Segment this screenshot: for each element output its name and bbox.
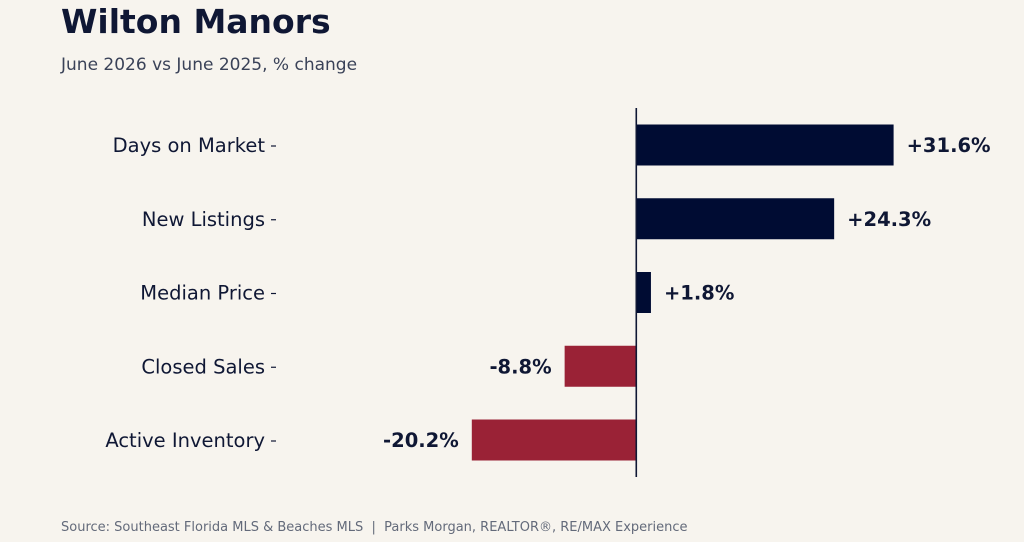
- value-label-active-inventory: -20.2%: [383, 429, 459, 452]
- bar-days-on-market: [636, 124, 894, 166]
- category-labels: Days on Market New Listings Median Price Cl…: [105, 134, 265, 452]
- value-label-closed-sales: -8.8%: [489, 355, 551, 378]
- bar-median-price: [636, 272, 651, 313]
- category-label-days-on-market: Days on Market: [113, 134, 266, 157]
- value-labels: +31.6% +24.3% +1.8% -8.8% -20.2%: [383, 134, 991, 452]
- category-label-closed-sales: Closed Sales: [141, 355, 265, 378]
- category-label-active-inventory: Active Inventory: [105, 429, 265, 452]
- value-label-new-listings: +24.3%: [847, 208, 931, 231]
- value-label-median-price: +1.8%: [664, 282, 734, 305]
- bars-group: [471, 124, 894, 461]
- bar-closed-sales: [564, 345, 637, 387]
- chart-subtitle: June 2026 vs June 2025, % change: [61, 55, 358, 75]
- category-label-new-listings: New Listings: [142, 208, 265, 231]
- category-label-median-price: Median Price: [140, 282, 265, 305]
- chart-title: Wilton Manors: [61, 2, 331, 41]
- value-label-days-on-market: +31.6%: [907, 134, 991, 157]
- bar-active-inventory: [471, 419, 637, 461]
- source-note: Source: Southeast Florida MLS & Beaches …: [61, 520, 688, 535]
- bar-new-listings: [636, 198, 835, 240]
- category-ticks: [271, 145, 276, 442]
